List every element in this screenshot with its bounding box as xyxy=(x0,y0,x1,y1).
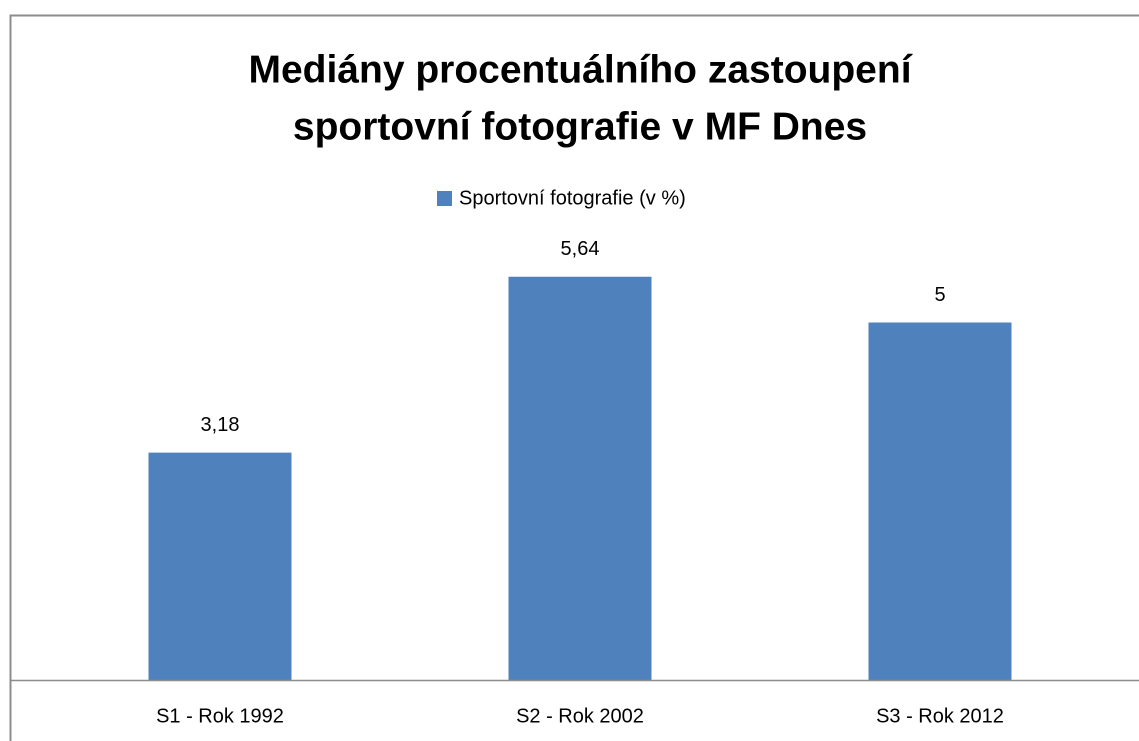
x-tick-label: S3 - Rok 2012 xyxy=(876,705,1004,727)
legend-swatch xyxy=(437,191,452,206)
bar xyxy=(868,322,1012,680)
legend-label: Sportovní fotografie (v %) xyxy=(459,187,686,209)
bar xyxy=(148,452,292,680)
chart-title: Mediány procentuálního zastoupení xyxy=(248,48,912,91)
data-label: 5,64 xyxy=(561,238,600,260)
x-tick-label: S1 - Rok 1992 xyxy=(156,705,284,727)
data-label: 5 xyxy=(934,284,945,306)
chart-title: sportovní fotografie v MF Dnes xyxy=(293,105,867,148)
bar xyxy=(508,276,652,680)
data-label: 3,18 xyxy=(201,414,240,436)
x-tick-label: S2 - Rok 2002 xyxy=(516,705,644,727)
